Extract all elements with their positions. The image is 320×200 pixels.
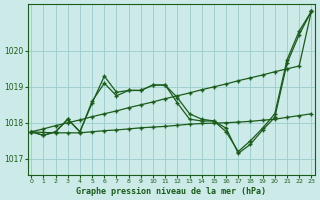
X-axis label: Graphe pression niveau de la mer (hPa): Graphe pression niveau de la mer (hPa) — [76, 187, 266, 196]
